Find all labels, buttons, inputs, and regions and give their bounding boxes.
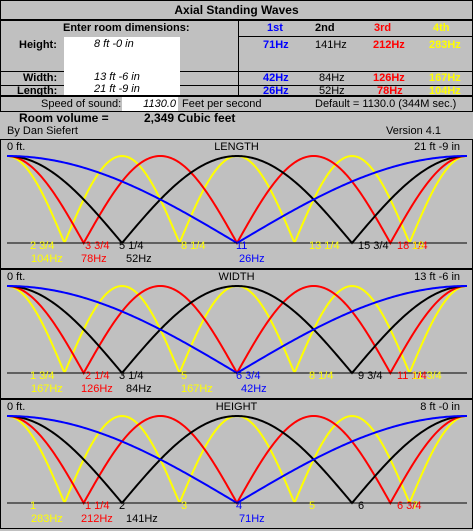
length-label: Length: <box>17 85 58 97</box>
length-mode-1: 26Hz <box>263 85 289 97</box>
node-label: 15 3/4 <box>358 240 389 252</box>
end-label: 21 ft -9 in <box>414 141 460 153</box>
frequency-label: 84Hz <box>126 383 152 395</box>
height-mode-3: 212Hz <box>373 39 405 51</box>
frequency-label: 126Hz <box>81 383 113 395</box>
node-label: 11 1/4 <box>397 370 427 382</box>
author-text: By Dan Siefert <box>7 125 78 137</box>
start-label: 0 ft. <box>7 271 26 283</box>
version-text: Version 4.1 <box>386 125 442 137</box>
header-3rd: 3rd <box>374 22 392 34</box>
node-label: 5 <box>309 500 316 512</box>
frequency-label: 52Hz <box>126 253 152 265</box>
node-label: 11 3/4 <box>412 370 442 382</box>
window-title: Axial Standing Waves <box>0 0 473 20</box>
length-mode-4: 104Hz <box>429 85 461 97</box>
node-label: 3 1/4 <box>119 370 144 382</box>
node-label: 2 <box>119 500 126 512</box>
node-label: 2 3/4 <box>30 240 55 252</box>
frequency-label: 26Hz <box>239 253 265 265</box>
panel-length: 0 ft. LENGTH 21 ft -9 in 2 3/4 3 3/4 5 1/4 8 1… <box>0 139 473 269</box>
frequency-label: 167Hz <box>31 383 63 395</box>
start-label: 0 ft. <box>7 141 26 153</box>
length-field[interactable]: 21 ft -9 in <box>64 84 180 95</box>
volume-label: Room volume = <box>19 111 109 125</box>
mode-2-curve <box>6 154 468 245</box>
node-label: 7 <box>412 500 419 512</box>
volume-value: 2,349 Cubic feet <box>144 111 236 125</box>
speed-label: Speed of sound: <box>41 98 122 110</box>
frequency-label: 71Hz <box>239 513 265 525</box>
mode-2-curve <box>6 284 468 375</box>
panel-height: 0 ft. HEIGHT 8 ft -0 in 1 1 1/4 2 3 4 5 6 6 3/4 7 28… <box>0 399 473 529</box>
frequency-label: 78Hz <box>81 253 107 265</box>
credit-row: By Dan Siefert Version 4.1 <box>0 125 471 138</box>
node-label: 6 3/4 <box>236 370 261 382</box>
height-mode-1: 71Hz <box>263 39 289 51</box>
panel-title: WIDTH <box>218 271 255 283</box>
length-mode-2: 52Hz <box>319 85 345 97</box>
input-field-backdrop <box>64 52 180 70</box>
dimension-grid: Enter room dimensions: Height: 8 ft -0 i… <box>0 20 473 97</box>
node-label: 8 1/4 <box>181 240 206 252</box>
end-label: 13 ft -6 in <box>414 271 460 283</box>
mode-2-curve <box>6 414 468 505</box>
speed-default: Default = 1130.0 (344M sec.) <box>315 98 457 110</box>
start-label: 0 ft. <box>7 401 26 413</box>
width-mode-1: 42Hz <box>263 72 289 84</box>
node-label: 5 <box>181 370 188 382</box>
node-label: 3 3/4 <box>85 240 110 252</box>
length-mode-3: 78Hz <box>377 85 403 97</box>
width-mode-4: 167Hz <box>429 72 461 84</box>
speed-unit: Feet per second <box>182 98 262 110</box>
node-label: 13 1/4 <box>309 240 340 252</box>
height-mode-4: 283Hz <box>429 39 461 51</box>
frequency-label: 212Hz <box>81 513 113 525</box>
height-field[interactable]: 8 ft -0 in <box>64 37 180 52</box>
height-mode-2: 141Hz <box>315 39 347 51</box>
node-label: 5 1/4 <box>119 240 144 252</box>
node-label: 2 1/4 <box>85 370 110 382</box>
height-label: Height: <box>19 39 57 51</box>
node-label: 9 3/4 <box>358 370 383 382</box>
frequency-label: 104Hz <box>31 253 63 265</box>
width-mode-2: 84Hz <box>319 72 345 84</box>
width-label: Width: <box>23 72 58 84</box>
panel-title: LENGTH <box>214 141 259 153</box>
mode-3-curve <box>6 414 468 505</box>
header-1st: 1st <box>267 22 283 34</box>
node-label: 6 <box>358 500 365 512</box>
dimensions-heading: Enter room dimensions: <box>63 22 190 34</box>
frequency-label: 167Hz <box>181 383 213 395</box>
node-label: 19 <box>412 240 425 252</box>
header-4th: 4th <box>433 22 450 34</box>
node-label: 6 3/4 <box>397 500 422 512</box>
node-label: 3 <box>181 500 188 512</box>
header-2nd: 2nd <box>315 22 335 34</box>
volume-row: Room volume = 2,349 Cubic feet <box>0 111 471 125</box>
wave-plot <box>6 414 468 505</box>
speed-row: Speed of sound: 1130.0 Feet per second D… <box>0 96 473 112</box>
width-mode-3: 126Hz <box>373 72 405 84</box>
panel-title: HEIGHT <box>215 401 258 413</box>
node-label: 1 <box>30 500 37 512</box>
wave-plot <box>6 284 468 375</box>
frequency-label: 141Hz <box>126 513 158 525</box>
width-field[interactable]: 13 ft -6 in <box>64 70 180 84</box>
frequency-label: 283Hz <box>31 513 63 525</box>
node-label: 18 1/4 <box>397 240 428 252</box>
mode-3-curve <box>6 154 468 245</box>
wave-plot <box>6 154 468 245</box>
node-label: 1 1/4 <box>85 500 110 512</box>
speed-field[interactable]: 1130.0 <box>122 97 178 111</box>
mode-3-curve <box>6 284 468 375</box>
panel-width: 0 ft. WIDTH 13 ft -6 in 1 3/4 2 1/4 3 1/4 5 6 3… <box>0 269 473 399</box>
node-label: 8 1/4 <box>309 370 334 382</box>
node-label: 4 <box>236 500 243 512</box>
end-label: 8 ft -0 in <box>420 401 460 413</box>
node-label: 11 <box>236 240 248 252</box>
frequency-label: 42Hz <box>241 383 267 395</box>
node-label: 1 3/4 <box>30 370 55 382</box>
